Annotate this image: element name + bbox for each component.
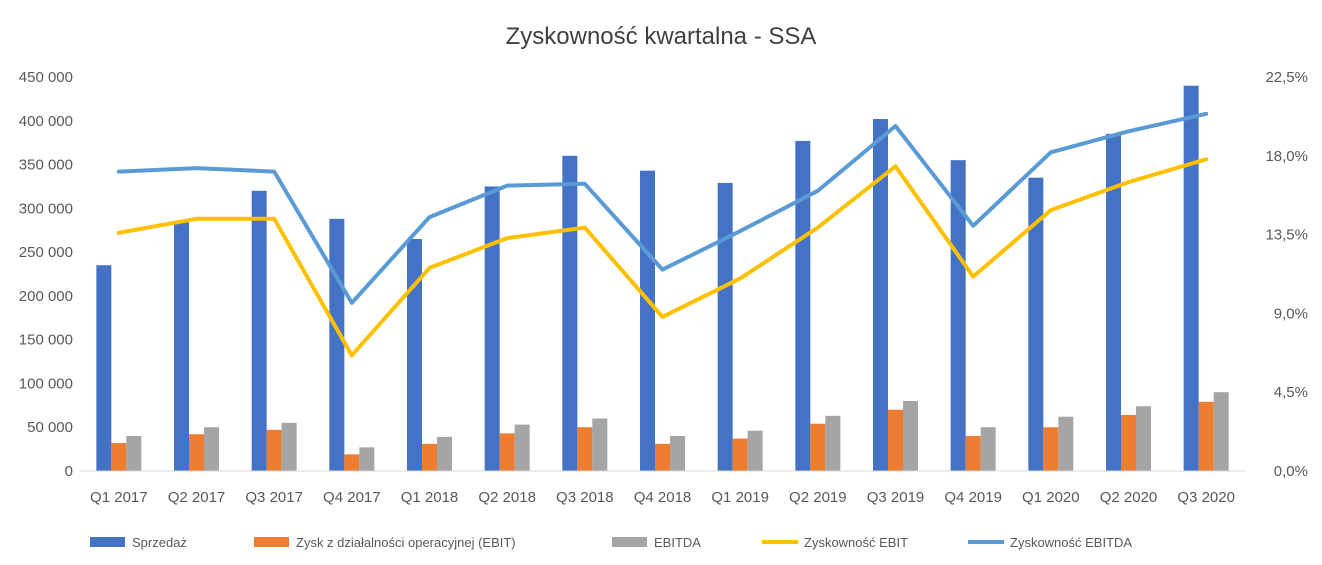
bar-zysk-z-dzia-alno-ci-operacyjnej-ebit- [422,443,437,471]
bar-ebitda [980,427,996,471]
left-tick-label: 0 [65,463,73,480]
legend-label: EBITDA [654,535,701,550]
bar-zysk-z-dzia-alno-ci-operacyjnej-ebit- [655,443,670,471]
bar-sprzeda- [1183,85,1199,471]
left-tick-label: 100 000 [19,375,73,392]
x-tick-label: Q4 2018 [634,489,692,506]
left-tick-label: 400 000 [19,113,73,130]
bar-zysk-z-dzia-alno-ci-operacyjnej-ebit- [888,409,903,471]
bar-ebitda [126,435,142,471]
bar-ebitda [281,422,297,471]
bar-sprzeda- [329,218,345,471]
x-tick-label: Q3 2019 [867,489,925,506]
bar-sprzeda- [795,140,811,471]
bar-zysk-z-dzia-alno-ci-operacyjnej-ebit- [499,433,515,471]
x-tick-label: Q1 2019 [711,489,769,506]
x-tick-label: Q3 2017 [245,489,303,506]
bar-ebitda [204,427,219,471]
bar-zysk-z-dzia-alno-ci-operacyjnej-ebit- [266,429,282,471]
bar-sprzeda- [1106,133,1121,471]
legend-swatch [254,537,289,547]
bar-ebitda [437,436,452,471]
x-tick-label: Q1 2018 [401,489,459,506]
left-tick-label: 300 000 [19,200,73,217]
x-tick-label: Q3 2020 [1177,489,1235,506]
legend: Sprzedaż Zysk z działalności operacyjnej … [90,535,1132,550]
bar-ebitda [592,418,608,471]
bar-ebitda [359,447,375,471]
bar-zysk-z-dzia-alno-ci-operacyjnej-ebit- [344,454,360,471]
left-tick-label: 450 000 [19,69,73,86]
line-zyskowno-ebitda [116,111,1209,305]
bar-ebitda [747,430,763,471]
x-tick-label: Q4 2017 [323,489,381,506]
bar-sprzeda- [562,155,578,472]
x-tick-label: Q2 2017 [168,489,226,506]
chart-title: Zyskowność kwartalna - SSA [506,23,817,50]
bar-sprzeda- [96,265,112,471]
bar-ebitda [670,435,685,471]
bar-sprzeda- [407,238,422,471]
x-tick-label: Q2 2018 [478,489,536,506]
line-zyskowno-ebit [116,157,1209,358]
x-axis: Q1 2017 Q2 2017 Q3 2017 Q4 2017 Q1 2018 Q2 20… [90,489,1235,506]
bar-sprzeda- [484,186,500,471]
left-tick-label: 350 000 [19,157,73,174]
bar-ebitda [903,400,918,471]
bar-sprzeda- [640,170,655,471]
bar-zysk-z-dzia-alno-ci-operacyjnej-ebit- [189,434,204,471]
right-tick-label: 18,0% [1265,148,1308,165]
bar-zysk-z-dzia-alno-ci-operacyjnej-ebit- [1043,427,1059,471]
bar-zysk-z-dzia-alno-ci-operacyjnej-ebit- [111,442,127,471]
left-axis: 0 50 000 100 000 150 000 200 000 250 000 300 0… [19,69,73,480]
bar-ebitda [514,424,530,471]
legend-label: Zysk z działalności operacyjnej (EBIT) [296,535,516,550]
x-tick-label: Q2 2019 [789,489,847,506]
right-tick-label: 9,0% [1274,305,1308,322]
bar-zysk-z-dzia-alno-ci-operacyjnej-ebit- [1121,414,1136,471]
left-tick-label: 150 000 [19,332,73,349]
bars-layer [96,85,1229,472]
left-tick-label: 50 000 [27,419,73,436]
right-tick-label: 0,0% [1274,463,1308,480]
bar-sprzeda- [251,190,267,472]
x-tick-label: Q2 2020 [1100,489,1158,506]
bar-sprzeda- [717,182,733,472]
left-tick-label: 200 000 [19,288,73,305]
left-tick-label: 250 000 [19,244,73,261]
right-tick-label: 13,5% [1265,227,1308,244]
x-tick-label: Q1 2017 [90,489,148,506]
bar-ebitda [1136,406,1151,471]
bar-zysk-z-dzia-alno-ci-operacyjnej-ebit- [810,423,826,471]
x-tick-label: Q3 2018 [556,489,614,506]
x-tick-label: Q1 2020 [1022,489,1080,506]
bar-sprzeda- [174,221,189,471]
bar-zysk-z-dzia-alno-ci-operacyjnej-ebit- [1198,401,1214,471]
lines-layer [116,111,1209,358]
bar-sprzeda- [873,119,888,471]
x-tick-label: Q4 2019 [944,489,1002,506]
right-tick-label: 4,5% [1274,384,1308,401]
bar-zysk-z-dzia-alno-ci-operacyjnej-ebit- [965,435,981,471]
legend-swatch [90,537,125,547]
legend-swatch [612,537,647,547]
right-axis: 0,0% 4,5% 9,0% 13,5% 18,0% 22,5% [1265,69,1308,480]
bar-sprzeda- [1028,177,1044,471]
bar-zysk-z-dzia-alno-ci-operacyjnej-ebit- [732,438,748,471]
legend-label: Zyskowność EBITDA [1010,535,1132,550]
bar-zysk-z-dzia-alno-ci-operacyjnej-ebit- [577,427,593,471]
bar-ebitda [1213,392,1229,471]
right-tick-label: 22,5% [1265,69,1308,86]
bar-ebitda [1058,416,1074,471]
legend-label: Sprzedaż [132,535,187,550]
bar-ebitda [825,415,841,471]
bar-sprzeda- [950,160,966,471]
legend-label: Zyskowność EBIT [804,535,908,550]
